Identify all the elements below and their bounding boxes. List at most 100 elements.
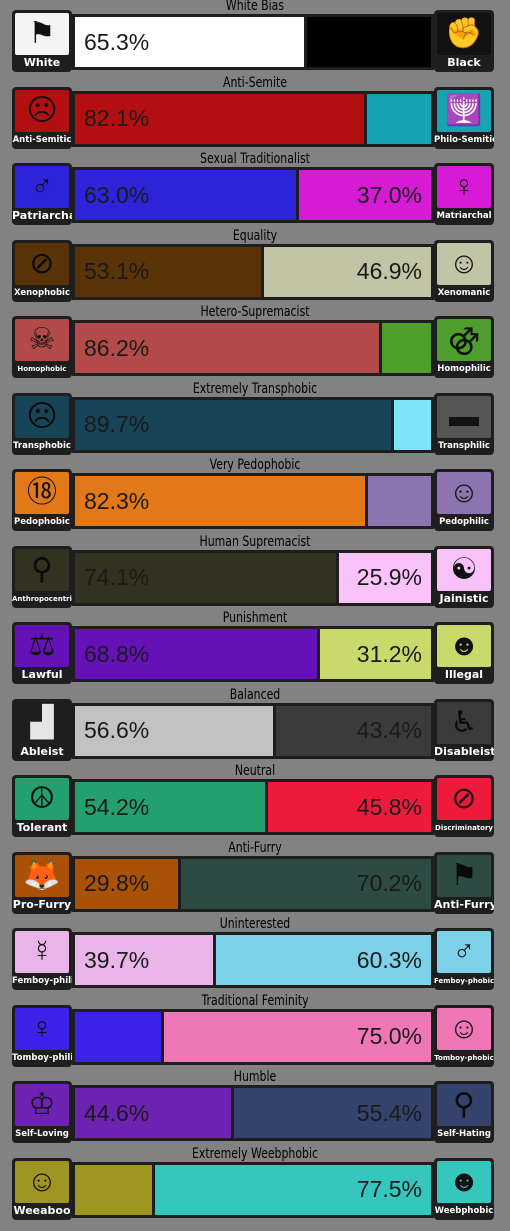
right-score-value: 31.2% [356,640,422,667]
left-ideology-badge: ⊘ Xenophobic [12,239,72,302]
right-score-fill: 46.9% [264,246,431,297]
axis-title: Sexual Traditionalist [200,151,310,167]
left-score-fill: 54.2% [75,782,268,832]
robber-icon: ☻ [437,625,491,667]
right-score-fill: 25.9% [338,552,431,603]
left-ideology-badge: ⚲ Anthropocentric [12,545,72,608]
right-ideology-badge: ☻ Illegal [434,622,494,684]
left-score-value: 68.8% [84,640,150,667]
right-ideology-label: Anti-Furry [434,897,494,911]
left-ideology-badge: ☿ Femboy-philic [12,928,72,990]
right-ideology-label: Discriminatory [435,824,493,832]
left-ideology-badge: ♔ Self-Loving [12,1081,72,1143]
axis-title: Balanced [229,686,281,703]
axis-row: Human Supremacist ⚲ Anthropocentric ☯ Jainis… [0,533,510,612]
left-score-value: 44.6% [84,1099,150,1126]
score-bar: 68.8% 31.2% [72,626,434,682]
male-symbol-icon: ♂ [437,931,491,973]
left-score-value: 63.0% [84,181,150,208]
left-ideology-label: Anti-Semitic [12,134,72,145]
anti-furry-flag-icon: ⚑ [437,854,491,897]
right-ideology-badge: ⊘ Discriminatory [434,775,494,837]
right-ideology-badge: ☺ Xenomanic [434,239,494,302]
left-ideology-label: Anthropocentric [12,594,72,603]
fox-icon: 🦊 [15,854,69,897]
left-ideology-label: Pedophobic [14,517,70,527]
left-ideology-label: Femboy-philic [12,976,72,986]
right-score-value: 70.2% [356,870,422,896]
noose-icon: ⚲ [437,1084,491,1126]
crowd-icon: ☺ [437,242,491,285]
right-score-fill: 37.0% [299,170,431,220]
left-ideology-badge: ⚖ Lawful [12,622,72,684]
score-bar: 74.1% 25.9% [72,549,434,606]
double-male-icon: ⚣ [437,319,491,361]
left-score-fill: 65.3% [75,17,308,67]
left-score-fill: 63.0% [75,170,300,220]
transphobic-face-icon: ☹ [15,395,69,438]
axis-title: Extremely Transphobic [192,380,318,397]
score-bar: 86.2% [72,320,434,376]
right-ideology-label: Jainistic [439,591,489,605]
right-ideology-label: Pedophilic [439,517,489,527]
left-score-value: 82.3% [84,487,150,514]
axis-row: Anti-Semite ☹ Anti-Semitic 🕎 Philo-Semitic 82… [0,74,510,153]
axis-title: Human Supremacist [199,533,311,550]
left-score-fill: 39.7% [75,935,217,985]
score-bar: 89.7% [72,396,434,453]
left-score-value: 82.1% [84,105,150,131]
axis-row: Uninterested ☿ Femboy-philic ♂ Femboy-phobic… [0,916,510,994]
axis-row: Neutral ☮ Tolerant ⊘ Discriminatory 54.2% 45.8… [0,763,510,841]
axis-row: Hetero-Supremacist ☠ Homophobic ⚣ Homophilic… [0,304,510,382]
right-score-fill: 70.2% [181,858,431,909]
left-ideology-badge: ⚑ White [12,10,72,72]
axis-title: Anti-Semite [223,74,287,91]
left-ideology-badge: ☠ Homophobic [12,316,72,378]
axis-title: Neutral [234,763,276,779]
score-bar: 56.6% 43.4% [72,702,434,759]
right-ideology-badge: ☯ Jainistic [434,545,494,608]
axis-row: Anti-Furry 🦊 Pro-Furry ⚑ Anti-Furry 29.8% 70.2… [0,840,510,918]
left-ideology-label: Xenophobic [14,287,70,298]
axis-title: Hetero-Supremacist [200,304,310,320]
meditating-face-icon: ☯ [437,548,491,591]
scales-icon: ⚖ [15,625,69,667]
feminine-face-icon: ☺ [437,1007,491,1050]
left-score-fill [75,1011,164,1062]
left-score-value: 86.2% [84,334,150,361]
no-alien-icon: ⊘ [15,242,69,285]
right-ideology-label: Femboy-phobic [434,977,494,985]
left-ideology-label: Self-Loving [15,1129,69,1139]
right-score-fill [381,323,431,373]
left-ideology-badge: ♂Patriarchal [12,163,72,225]
staircase-icon: ▟ [15,701,69,744]
axis-title: Traditional Feminity [201,992,309,1009]
prohibited-icon: ⊘ [437,778,491,820]
left-score-fill: 44.6% [75,1088,234,1138]
right-score-value: 46.9% [356,258,422,284]
right-ideology-label: Tomboy-phobic [434,1053,494,1062]
male-figure-icon: ♂ [15,166,69,208]
axis-title: Very Pedophobic [209,457,301,473]
axis-title: Extremely Weebphobic [192,1145,318,1162]
right-ideology-label: Homophilic [437,364,491,374]
left-ideology-badge: ⑱ Pedophobic [12,469,72,531]
left-ideology-label: Tolerant [16,821,68,834]
score-bar: 54.2% 45.8% [72,779,434,835]
left-score-fill: 82.1% [75,93,368,144]
left-score-fill: 74.1% [75,552,339,603]
right-ideology-label: Weebphobic [434,1205,494,1216]
left-score-fill [75,1164,156,1215]
right-score-fill: 31.2% [319,629,431,679]
right-score-value: 77.5% [356,1176,422,1202]
left-ideology-label: Transphobic [13,440,71,451]
black-fist-icon: ✊ [437,13,491,55]
right-ideology-badge: 🕎 Philo-Semitic [434,86,494,149]
hanged-figure-icon: ☠ [15,319,69,361]
axis-row: Extremely Weebphobic ☺ Weeaboo ☻ Weebphobic 7… [0,1145,510,1224]
child-figure-icon: ☺ [437,472,491,514]
axis-row: Balanced ▟ Ableist ♿ Disableist 56.6% 43.4% [0,686,510,765]
axis-row: Extremely Transphobic ☹ Transphobic ▬ Transp… [0,380,510,459]
right-score-fill: 60.3% [216,935,431,985]
left-ideology-label: Ableist [20,744,64,758]
